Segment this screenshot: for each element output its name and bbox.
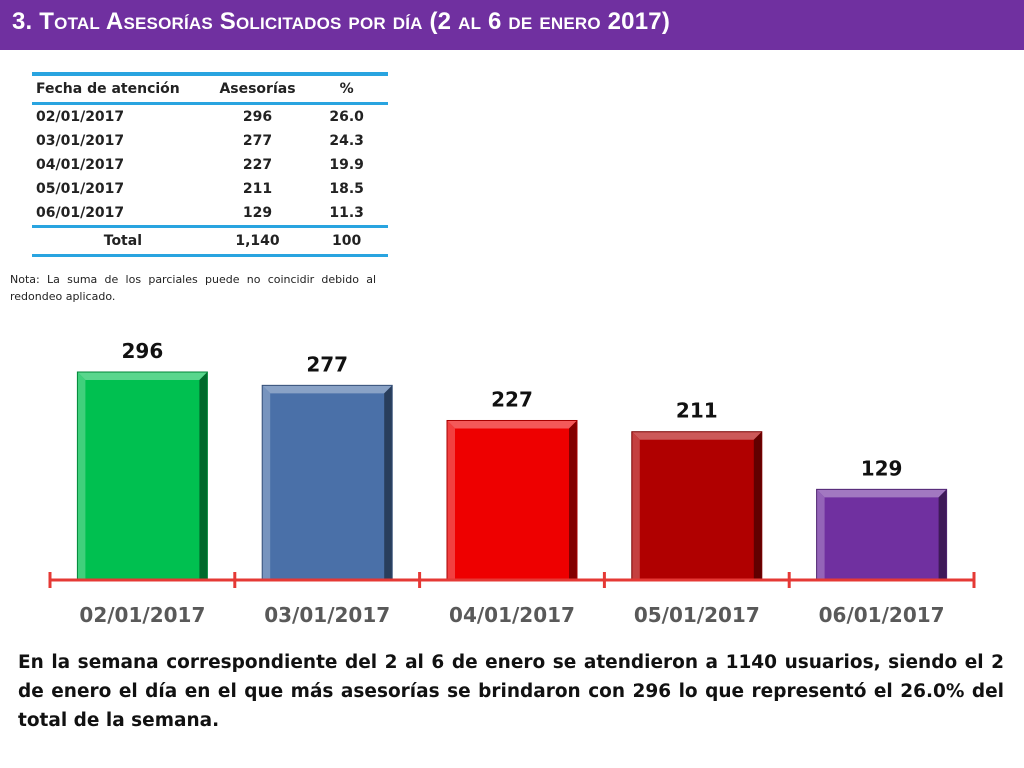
bar-bevel-left [816, 489, 825, 580]
bar-bevel-right [199, 372, 208, 580]
cell-percent: 24.3 [329, 133, 364, 149]
bar [816, 488, 948, 581]
bar-face [631, 431, 762, 580]
column-header-date: Fecha de atención [36, 81, 180, 97]
bar-bevel-left [77, 372, 86, 580]
total-percent: 100 [332, 233, 362, 249]
cell-percent: 19.9 [329, 157, 364, 173]
cell-percent: 26.0 [329, 109, 364, 125]
bar [631, 431, 763, 581]
bar-bevel-top [262, 385, 393, 394]
bar-bevel-right [938, 489, 947, 580]
bar-bevel-right [569, 420, 577, 580]
data-label: 211 [676, 399, 718, 423]
bar-bevel-right [384, 385, 393, 580]
data-label: 129 [861, 456, 903, 480]
bar-bevel-right [753, 431, 762, 580]
column-header-percent: % [339, 81, 354, 97]
x-tick-label: 06/01/2017 [819, 603, 945, 627]
cell-date: 02/01/2017 [36, 109, 125, 125]
x-tick-label: 03/01/2017 [264, 603, 390, 627]
cell-percent: 18.5 [329, 181, 364, 197]
cell-count: 129 [242, 205, 273, 221]
data-label: 277 [306, 352, 348, 376]
cell-date: 03/01/2017 [36, 133, 125, 149]
table-row: 04/01/2017 227 19.9 [32, 153, 388, 177]
table-header-row: Fecha de atención Asesorías % [32, 74, 388, 104]
bar-chart: 296 02/01/2017 277 03/01/2017 227 04/01/2017 2… [48, 339, 976, 627]
bar-face [816, 489, 947, 580]
bar-bevel-top [447, 420, 577, 429]
bar [446, 419, 578, 581]
table-row: 06/01/2017 129 11.3 [32, 201, 388, 227]
bar-face [262, 385, 393, 580]
bars [76, 371, 948, 581]
cell-date: 04/01/2017 [36, 157, 125, 173]
x-tick-label: 04/01/2017 [449, 603, 575, 627]
cell-percent: 11.3 [329, 205, 364, 221]
data-label: 296 [122, 339, 164, 363]
rounding-note: Nota: La suma de los parciales puede no … [10, 273, 376, 303]
cell-count: 227 [242, 157, 273, 173]
bar [261, 384, 393, 581]
total-count: 1,140 [235, 233, 280, 249]
data-label: 227 [491, 387, 533, 411]
bar-face [447, 420, 577, 580]
bar-bevel-left [447, 420, 455, 580]
page-title: 3. Total Asesorías Solicitados por día (… [12, 8, 671, 35]
summary-paragraph: En la semana correspondiente del 2 al 6 … [18, 652, 1004, 731]
bar [76, 371, 208, 581]
table-total-row: Total 1,140 100 [32, 226, 388, 256]
table-row: 02/01/2017 296 26.0 [32, 104, 388, 130]
bar-bevel-top [77, 372, 208, 380]
cell-count: 277 [242, 133, 273, 149]
table-row: 03/01/2017 277 24.3 [32, 129, 388, 153]
cell-count: 296 [242, 109, 273, 125]
bar-bevel-left [631, 431, 640, 580]
cell-date: 06/01/2017 [36, 205, 125, 221]
bar-face [77, 372, 208, 580]
bar-bevel-left [262, 385, 271, 580]
cell-count: 211 [242, 181, 273, 197]
cell-date: 05/01/2017 [36, 181, 125, 197]
table-row: 05/01/2017 211 18.5 [32, 177, 388, 201]
x-tick-label: 02/01/2017 [79, 603, 205, 627]
summary-table: Fecha de atención Asesorías % 02/01/2017… [32, 72, 388, 257]
bar-bevel-top [816, 489, 947, 498]
column-header-count: Asesorías [219, 81, 296, 97]
x-tick-label: 05/01/2017 [634, 603, 760, 627]
total-label: Total [103, 233, 142, 249]
bar-bevel-top [631, 431, 762, 440]
title-bar: 3. Total Asesorías Solicitados por día (… [0, 0, 1024, 50]
